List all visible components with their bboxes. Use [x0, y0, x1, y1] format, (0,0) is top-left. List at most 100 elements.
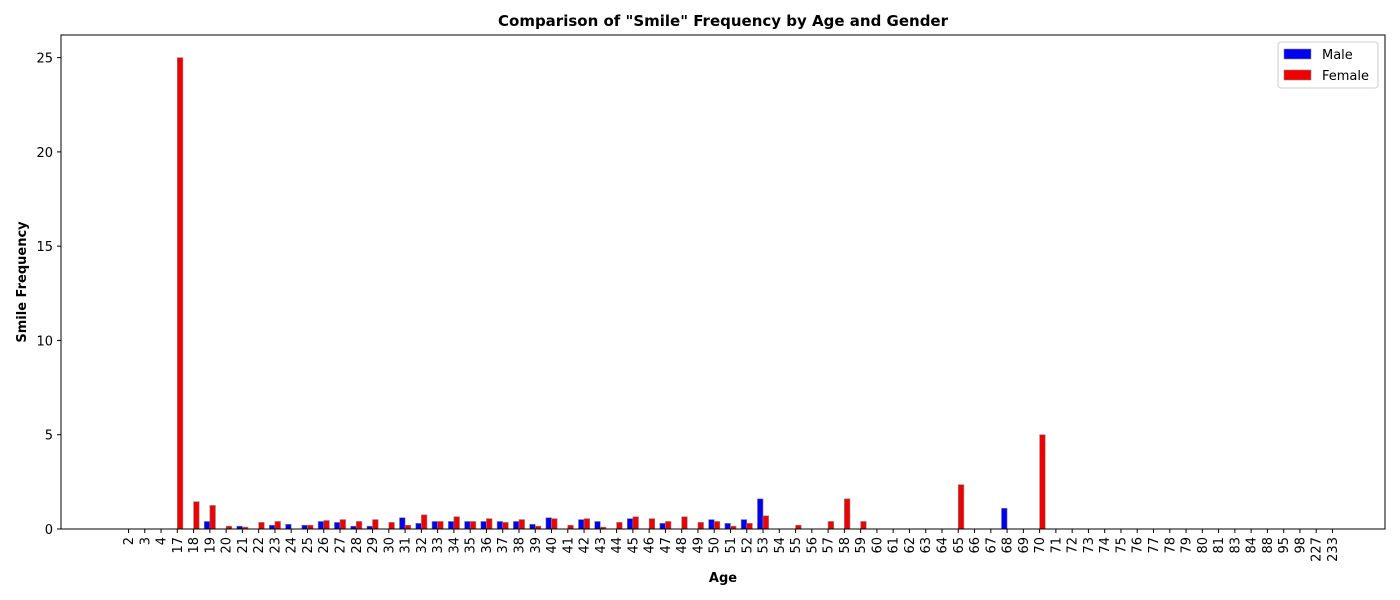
- bar-male-19: [203, 521, 211, 530]
- x-tick-label: 48: [675, 537, 690, 554]
- bar-male-24: [285, 523, 292, 530]
- x-tick-label: 77: [1147, 537, 1162, 554]
- x-tick-label: 80: [1196, 537, 1211, 554]
- x-tick-label: 67: [984, 537, 999, 554]
- x-tick-label: 95: [1277, 537, 1292, 554]
- x-tick-label: 51: [724, 537, 739, 554]
- x-tick-label: 58: [838, 537, 853, 554]
- x-tick-label: 71: [1049, 537, 1064, 554]
- bar-female-34: [453, 516, 460, 530]
- bar-male-23: [269, 524, 276, 530]
- legend-swatch-male: [1283, 48, 1312, 60]
- x-tick-label: 22: [252, 537, 267, 554]
- x-tick-label: 26: [317, 537, 332, 554]
- x-tick-label: 81: [1212, 537, 1227, 554]
- legend-label-female: Female: [1322, 69, 1369, 84]
- y-tick-label: 5: [45, 429, 53, 444]
- x-tick-label: 43: [594, 537, 609, 554]
- bar-male-34: [447, 521, 455, 530]
- bar-female-27: [339, 519, 346, 530]
- x-tick-label: 31: [399, 537, 414, 554]
- bar-female-53: [762, 515, 769, 530]
- x-tick-label: 66: [968, 537, 983, 554]
- x-tick-label: 62: [903, 537, 918, 554]
- x-tick-label: 30: [382, 537, 397, 554]
- bar-female-46: [648, 518, 656, 530]
- x-tick-label: 64: [936, 537, 951, 554]
- x-tick-label: 28: [350, 537, 365, 554]
- y-axis: 0 5 10 15 20 25: [36, 52, 61, 538]
- x-tick-label: 29: [366, 537, 381, 554]
- x-tick-label: 18: [187, 537, 202, 554]
- x-tick-label: 65: [952, 537, 967, 554]
- x-tick-label: 70: [1033, 537, 1048, 554]
- y-tick-label: 15: [36, 240, 53, 255]
- x-tick-label: 45: [626, 537, 641, 554]
- bar-female-41: [567, 524, 574, 530]
- bar-female-30: [388, 522, 395, 530]
- x-tick-label: 19: [203, 537, 218, 554]
- x-tick-label: 4: [155, 537, 170, 545]
- x-tick-label: 53: [757, 537, 772, 554]
- x-tick-label: 33: [431, 537, 446, 554]
- x-tick-label: 36: [480, 537, 495, 554]
- bar-female-22: [258, 522, 265, 530]
- bar-male-51: [724, 523, 731, 530]
- x-tick-label: 41: [561, 537, 576, 554]
- bar-male-33: [431, 521, 438, 530]
- bar-male-40: [545, 517, 552, 530]
- bar-female-31: [404, 524, 411, 530]
- x-tick-label: 68: [1001, 537, 1016, 554]
- bar-female-32: [421, 514, 428, 530]
- bar-male-36: [480, 521, 487, 530]
- x-tick-label: 38: [512, 537, 527, 554]
- x-tick-label: 233: [1326, 537, 1341, 562]
- x-tick-label: 76: [1131, 537, 1146, 554]
- bar-male-38: [513, 521, 520, 530]
- x-axis-label: Age: [709, 571, 737, 586]
- bar-male-39: [529, 523, 536, 530]
- x-tick-label: 54: [773, 537, 788, 554]
- x-tick-label: 34: [447, 537, 462, 554]
- bar-female-26: [323, 520, 330, 530]
- bar-female-52: [746, 523, 753, 530]
- x-tick-label: 227: [1310, 537, 1325, 562]
- bar-male-53: [757, 498, 764, 530]
- bar-female-18: [193, 501, 200, 530]
- x-tick-label: 59: [854, 537, 869, 554]
- bar-female-37: [502, 522, 509, 530]
- x-tick-label: 84: [1245, 537, 1260, 554]
- bar-female-49: [697, 522, 704, 530]
- x-tick-label: 3: [138, 537, 153, 545]
- bar-male-31: [399, 517, 406, 530]
- chart-title: Comparison of "Smile" Frequency by Age a…: [498, 12, 949, 30]
- y-tick-label: 20: [36, 146, 53, 161]
- bar-female-35: [469, 521, 477, 530]
- y-tick-label: 25: [36, 52, 53, 67]
- y-tick-label: 0: [45, 523, 53, 538]
- x-tick-label: 2: [122, 537, 137, 545]
- bar-male-47: [659, 523, 666, 530]
- bar-male-52: [740, 519, 748, 530]
- bar-female-42: [583, 518, 590, 530]
- bar-female-38: [518, 519, 525, 530]
- x-tick-label: 75: [1114, 537, 1129, 554]
- bar-male-37: [496, 521, 504, 530]
- x-tick-label: 32: [415, 537, 430, 554]
- x-tick-label: 61: [887, 537, 902, 554]
- bar-female-57: [827, 521, 835, 530]
- x-tick-label: 63: [919, 537, 934, 554]
- bar-male-32: [415, 523, 422, 530]
- bar-male-43: [594, 521, 601, 530]
- bar-male-68: [1001, 507, 1008, 530]
- bar-female-47: [665, 521, 672, 530]
- x-tick-label: 25: [301, 537, 316, 554]
- x-tick-label: 27: [334, 537, 349, 554]
- bar-female-19: [209, 505, 216, 530]
- bar-female-29: [372, 519, 379, 530]
- bars-layer: [177, 57, 1046, 530]
- x-tick-label: 37: [496, 537, 511, 554]
- y-axis-label: Smile Frequency: [15, 221, 30, 343]
- x-tick-label: 72: [1066, 537, 1081, 554]
